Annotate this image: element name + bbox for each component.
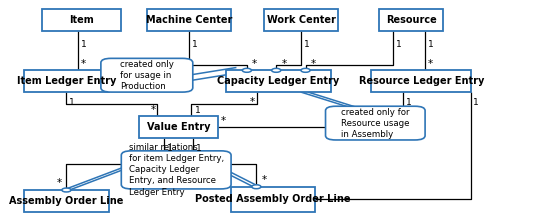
Text: 1: 1 <box>304 40 310 49</box>
Text: 1: 1 <box>69 98 75 107</box>
Circle shape <box>272 68 281 72</box>
Text: 1: 1 <box>196 144 201 153</box>
Text: *: * <box>150 105 156 115</box>
Text: 1: 1 <box>81 40 86 49</box>
Text: created only
for usage in
Production: created only for usage in Production <box>120 60 174 91</box>
Text: 1: 1 <box>191 40 197 49</box>
Text: *: * <box>252 59 257 69</box>
Circle shape <box>252 185 261 189</box>
Text: 1: 1 <box>195 106 200 115</box>
FancyBboxPatch shape <box>101 58 193 92</box>
FancyBboxPatch shape <box>326 106 425 140</box>
Text: Machine Center: Machine Center <box>146 15 232 25</box>
FancyBboxPatch shape <box>231 187 316 212</box>
Text: 1: 1 <box>167 144 173 153</box>
Text: *: * <box>427 59 433 69</box>
FancyBboxPatch shape <box>25 70 109 92</box>
Text: *: * <box>249 97 255 107</box>
Text: *: * <box>262 175 266 185</box>
FancyBboxPatch shape <box>42 9 122 31</box>
Text: *: * <box>81 59 86 69</box>
FancyBboxPatch shape <box>372 70 471 92</box>
Text: Resource Ledger Entry: Resource Ledger Entry <box>359 76 484 86</box>
Text: Item: Item <box>69 15 94 25</box>
FancyBboxPatch shape <box>139 116 219 138</box>
Circle shape <box>243 68 252 72</box>
Circle shape <box>301 68 310 72</box>
FancyBboxPatch shape <box>226 70 330 92</box>
Text: 1: 1 <box>406 98 411 107</box>
FancyBboxPatch shape <box>147 9 231 31</box>
Text: Posted Assembly Order Line: Posted Assembly Order Line <box>196 194 351 204</box>
Text: *: * <box>57 178 62 188</box>
Text: Assembly Order Line: Assembly Order Line <box>9 196 124 206</box>
Circle shape <box>62 188 71 192</box>
Text: similar relations
for item Ledger Entry,
Capacity Ledger
Entry, and Resource
Led: similar relations for item Ledger Entry,… <box>128 143 224 197</box>
FancyBboxPatch shape <box>379 9 443 31</box>
Text: created only for
Resource usage
in Assembly: created only for Resource usage in Assem… <box>341 108 409 139</box>
Text: Work Center: Work Center <box>267 15 336 25</box>
Text: Value Entry: Value Entry <box>147 122 211 132</box>
Text: Item Ledger Entry: Item Ledger Entry <box>17 76 116 86</box>
Text: *: * <box>311 59 316 69</box>
Text: *: * <box>281 59 286 69</box>
FancyBboxPatch shape <box>264 9 338 31</box>
FancyBboxPatch shape <box>25 190 109 212</box>
Text: *: * <box>221 116 226 126</box>
Text: Capacity Ledger Entry: Capacity Ledger Entry <box>217 76 340 86</box>
Text: 1: 1 <box>427 40 433 49</box>
Text: Resource: Resource <box>386 15 437 25</box>
Text: 1: 1 <box>395 40 401 49</box>
Text: 1: 1 <box>473 98 479 107</box>
FancyBboxPatch shape <box>122 151 231 189</box>
